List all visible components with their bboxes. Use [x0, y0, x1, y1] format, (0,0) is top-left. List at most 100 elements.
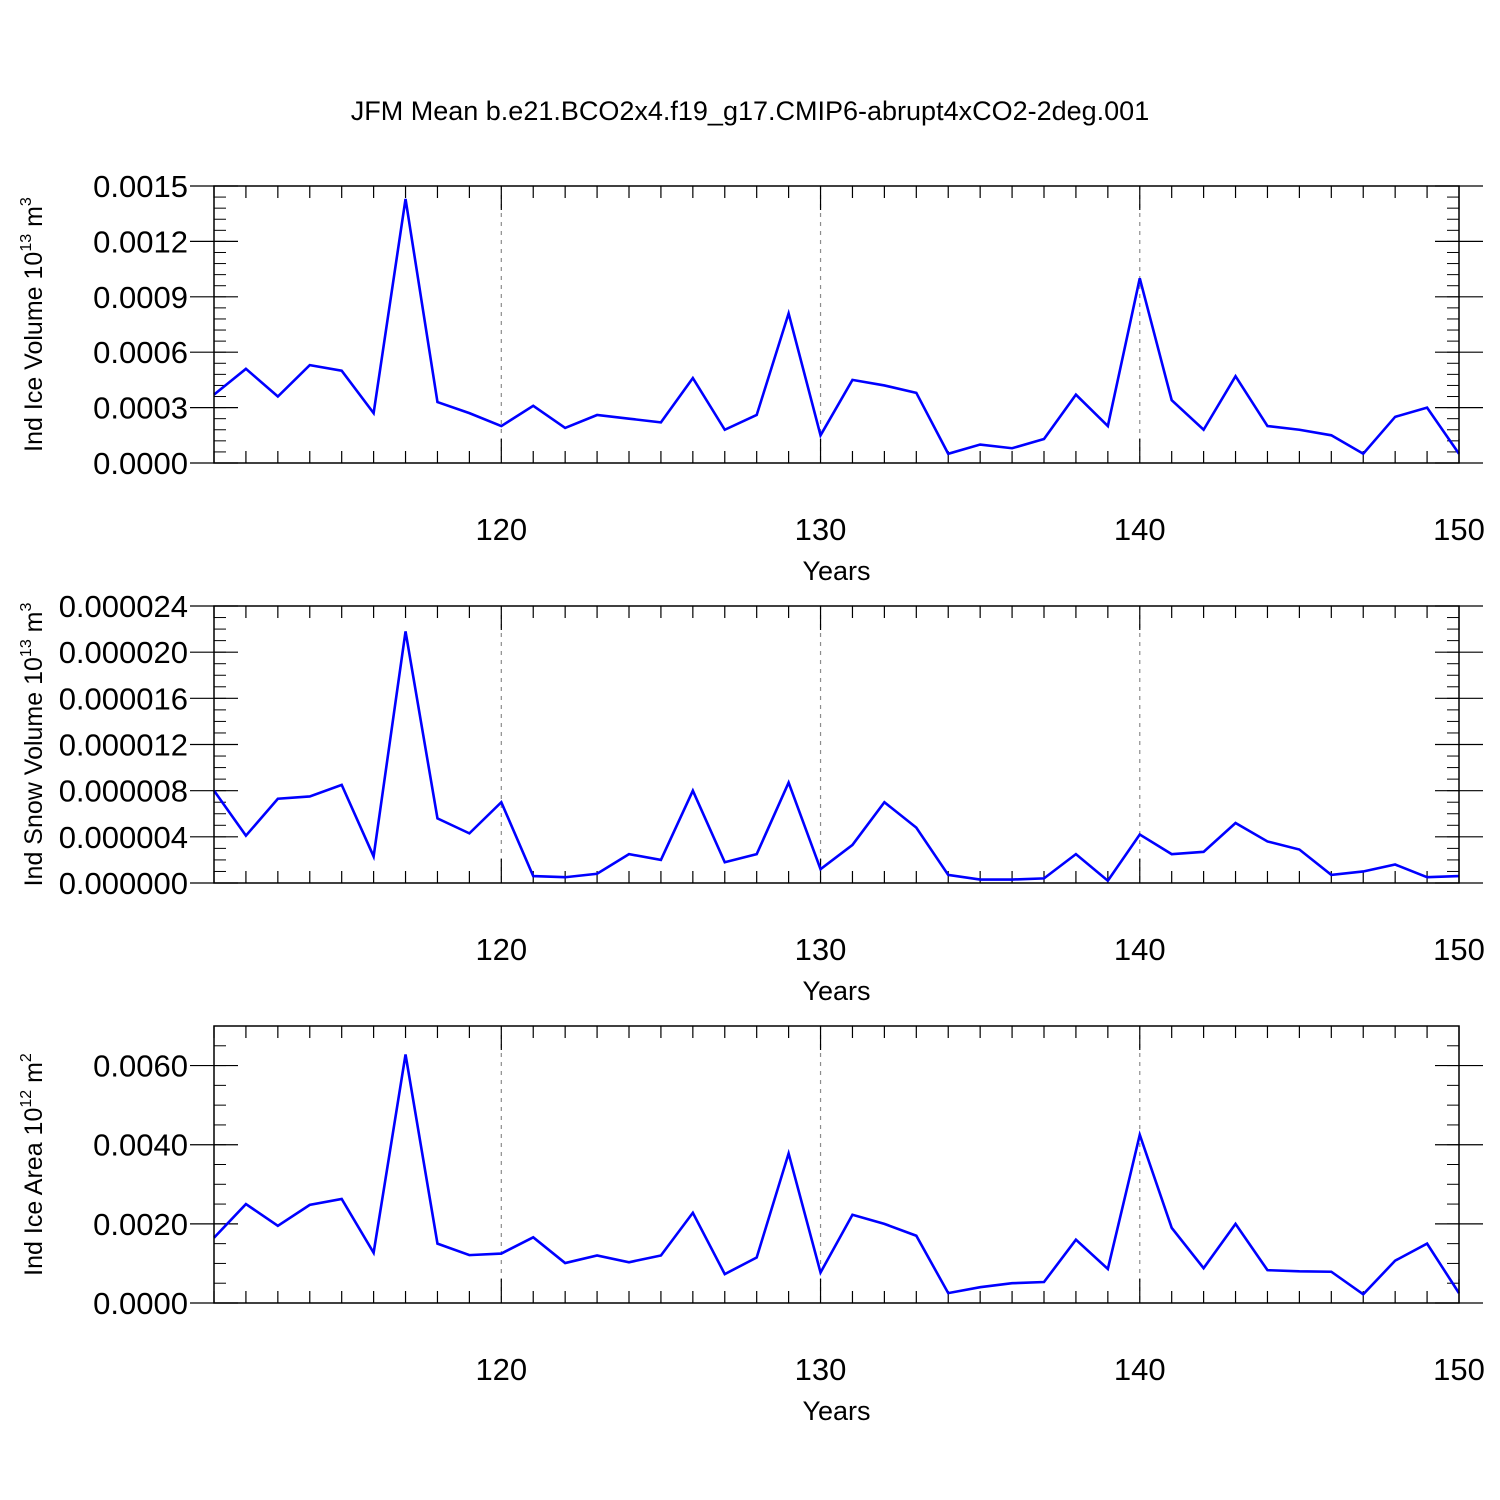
data-point [915, 826, 918, 829]
data-point [1234, 375, 1237, 378]
data-point [1330, 873, 1333, 876]
data-point [276, 395, 279, 398]
x-tick-label: 140 [1114, 932, 1166, 967]
y-tick-label: 0.0060 [93, 1049, 188, 1084]
data-point [340, 369, 343, 372]
x-tick-label: 130 [795, 512, 847, 547]
data-point [1106, 425, 1109, 428]
data-point [947, 873, 950, 876]
data-point [819, 868, 822, 871]
data-point [1362, 1293, 1365, 1296]
data-point [404, 630, 407, 633]
x-tick-label: 140 [1114, 512, 1166, 547]
chart-title: JFM Mean b.e21.BCO2x4.f19_g17.CMIP6-abru… [350, 96, 1150, 126]
y-tick-label: 0.0020 [93, 1207, 188, 1242]
x-axis-label: Years [802, 976, 870, 1006]
data-point [691, 1211, 694, 1214]
data-point [1043, 877, 1046, 880]
data-point [1202, 428, 1205, 431]
data-point [1394, 1259, 1397, 1262]
x-tick-label: 150 [1433, 1352, 1485, 1387]
data-point [1202, 1267, 1205, 1270]
data-point [659, 858, 662, 861]
data-point [1074, 393, 1077, 396]
data-point [340, 783, 343, 786]
data-point [1074, 1238, 1077, 1241]
data-point [1138, 833, 1141, 836]
data-point [723, 428, 726, 431]
data-point [532, 404, 535, 407]
data-point [276, 1224, 279, 1227]
data-point [1043, 437, 1046, 440]
data-point [468, 1254, 471, 1257]
y-tick-label: 0.000024 [59, 589, 188, 624]
data-point [1426, 406, 1429, 409]
data-point [564, 1262, 567, 1265]
x-tick-label: 130 [795, 1352, 847, 1387]
data-point [244, 1203, 247, 1206]
data-point [851, 378, 854, 381]
data-point [468, 412, 471, 415]
x-tick-label: 120 [475, 932, 527, 967]
data-point [596, 413, 599, 416]
data-point [1202, 850, 1205, 853]
data-point [1394, 415, 1397, 418]
data-point [787, 1152, 790, 1155]
data-point [723, 1273, 726, 1276]
data-point [691, 377, 694, 380]
data-point [372, 855, 375, 858]
y-axis-label: Ind Snow Volume 1013 m3 [18, 603, 48, 887]
data-point [851, 1213, 854, 1216]
y-axis-label: Ind Ice Volume 1013 m3 [18, 197, 48, 452]
data-point [1330, 1270, 1333, 1273]
data-point [596, 1254, 599, 1257]
series-line [212, 631, 1460, 883]
data-point [979, 443, 982, 446]
y-tick-label: 0.0015 [93, 169, 188, 204]
series-line [213, 198, 1461, 456]
x-tick-label: 150 [1433, 512, 1485, 547]
data-point [691, 789, 694, 792]
data-point [1298, 428, 1301, 431]
data-point [1170, 853, 1173, 856]
data-point [532, 1236, 535, 1239]
data-point [244, 367, 247, 370]
data-point [308, 795, 311, 798]
data-point [628, 853, 631, 856]
data-point [851, 843, 854, 846]
data-point [1138, 277, 1141, 280]
data-point [819, 1271, 822, 1274]
data-point [1074, 853, 1077, 856]
data-point [1043, 1281, 1046, 1284]
y-tick-label: 0.000012 [59, 728, 188, 763]
data-point [500, 801, 503, 804]
data-point [755, 1256, 758, 1259]
data-point [404, 1053, 407, 1056]
data-point [436, 401, 439, 404]
y-tick-label: 0.000016 [59, 681, 188, 716]
data-point [1298, 848, 1301, 851]
data-point [947, 1292, 950, 1295]
data-point [787, 781, 790, 784]
data-point [276, 797, 279, 800]
data-point [436, 817, 439, 820]
data-point [1011, 878, 1014, 881]
y-tick-label: 0.0000 [93, 446, 188, 481]
x-tick-label: 120 [475, 512, 527, 547]
data-point [915, 1234, 918, 1237]
data-point [1106, 879, 1109, 882]
data-point [628, 1261, 631, 1264]
data-point [1426, 876, 1429, 879]
data-point [532, 875, 535, 878]
data-point [1011, 447, 1014, 450]
data-point [308, 1203, 311, 1206]
series-line [213, 1054, 1461, 1297]
data-point [500, 425, 503, 428]
y-tick-label: 0.000000 [59, 866, 188, 901]
x-tick-label: 130 [795, 932, 847, 967]
data-point [659, 421, 662, 424]
data-point [1330, 434, 1333, 437]
data-point [372, 1251, 375, 1254]
data-point [883, 384, 886, 387]
